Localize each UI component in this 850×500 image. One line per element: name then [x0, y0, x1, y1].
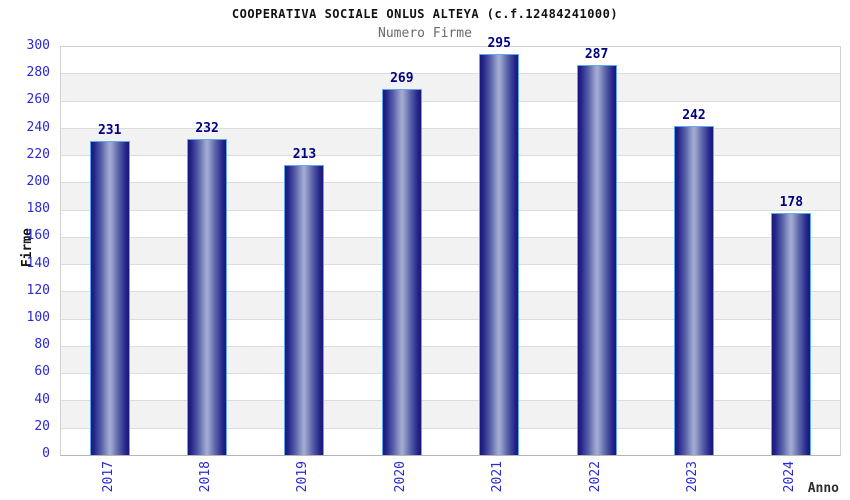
- x-tick-slot: 2023: [644, 461, 741, 499]
- x-tick-slot: 2019: [255, 461, 352, 499]
- bar-2020: [381, 89, 422, 455]
- y-tick-label: 40: [34, 391, 50, 407]
- x-tick-label: 2022: [587, 461, 603, 493]
- bar-value-label: 287: [584, 46, 609, 62]
- y-tick-label: 180: [26, 201, 50, 217]
- x-tick-slot: 2017: [60, 461, 157, 499]
- bar-2019: [284, 165, 325, 455]
- x-tick-label: 2018: [198, 461, 214, 493]
- bar-value-label: 231: [97, 122, 122, 138]
- x-tick-slot: 2020: [352, 461, 449, 499]
- y-tick-label: 120: [26, 282, 50, 298]
- y-tick-label: 160: [26, 228, 50, 244]
- bar-value-label: 213: [292, 147, 317, 163]
- x-tick-label: 2024: [782, 461, 798, 493]
- grid-band: [61, 47, 840, 74]
- x-tick-label: 2023: [684, 461, 700, 493]
- grid-band: [61, 100, 840, 128]
- chart-title: COOPERATIVA SOCIALE ONLUS ALTEYA (c.f.12…: [231, 7, 619, 21]
- chart-subtitle: Numero Firme: [378, 26, 472, 41]
- bars-layer: 231 232 213 269 295 287 242 178: [61, 36, 840, 455]
- y-tick-label: 220: [26, 146, 50, 162]
- y-tick-label: 100: [26, 310, 50, 325]
- bar-2018: [187, 139, 228, 455]
- bar-value-label: 242: [682, 107, 706, 123]
- x-axis-ticks: 2017 2018 2019 2020 2021 2022 2023 2024: [60, 461, 839, 499]
- x-tick-label: 2017: [100, 461, 116, 493]
- y-tick-label: 260: [26, 92, 50, 108]
- x-tick-slot: 2018: [157, 461, 254, 499]
- grid-band: [61, 73, 840, 101]
- y-tick-label: 280: [26, 65, 50, 81]
- plot-area: 231 232 213 269 295 287 242 178: [60, 36, 841, 456]
- y-tick-label: 240: [26, 119, 50, 135]
- y-tick-label: 80: [34, 337, 50, 353]
- x-tick-label: 2020: [392, 461, 408, 493]
- bar-2017: [89, 140, 130, 455]
- x-tick-label: 2021: [490, 461, 506, 493]
- y-tick-label: 20: [34, 418, 50, 434]
- bar-2023: [673, 125, 714, 455]
- y-tick-label: 60: [34, 364, 50, 380]
- bar-2022: [576, 64, 617, 455]
- bar-2024: [771, 212, 812, 455]
- bar-value-label: 269: [390, 71, 414, 87]
- y-tick-label: 0: [42, 446, 50, 461]
- y-tick-label: 140: [26, 255, 50, 271]
- bar-2021: [479, 53, 520, 455]
- bar-value-label: 178: [779, 194, 804, 210]
- bar-value-label: 232: [195, 121, 219, 137]
- x-axis-title: Anno: [807, 481, 839, 496]
- y-tick-label: 300: [26, 38, 50, 53]
- bar-value-label: 295: [487, 35, 511, 51]
- y-tick-label: 200: [26, 174, 50, 189]
- x-tick-slot: 2021: [450, 461, 547, 499]
- x-tick-slot: 2022: [547, 461, 644, 499]
- x-tick-label: 2019: [295, 461, 311, 493]
